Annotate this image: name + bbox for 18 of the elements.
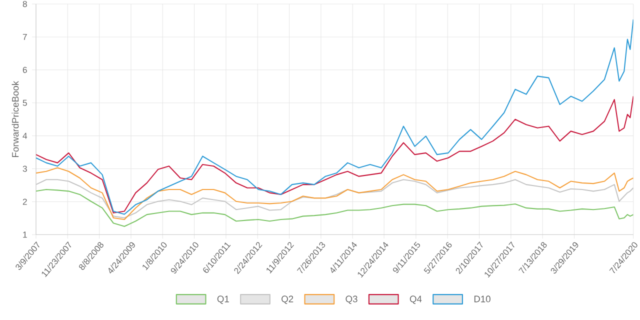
y-tick-label: 7 <box>22 34 27 40</box>
line-series <box>36 18 634 215</box>
legend-label: D10 <box>474 296 490 302</box>
y-tick-label: 5 <box>22 100 27 106</box>
y-tick-label: 4 <box>22 132 28 139</box>
legend-label: Q1 <box>217 296 229 304</box>
y-tick-label: 2 <box>22 198 27 205</box>
legend-label: Q2 <box>282 296 294 304</box>
y-tick-label: 1 <box>23 232 27 238</box>
legend-label: Q4 <box>410 296 422 304</box>
line-series <box>36 167 634 220</box>
line-series <box>36 188 634 227</box>
y-tick-label: 6 <box>22 66 27 73</box>
y-axis-title: ForwardPriceBook <box>12 80 19 157</box>
line-series <box>36 96 634 214</box>
legend-label: Q3 <box>346 296 358 304</box>
y-tick-label: 3 <box>22 166 27 172</box>
y-tick-label: 8 <box>22 0 27 8</box>
